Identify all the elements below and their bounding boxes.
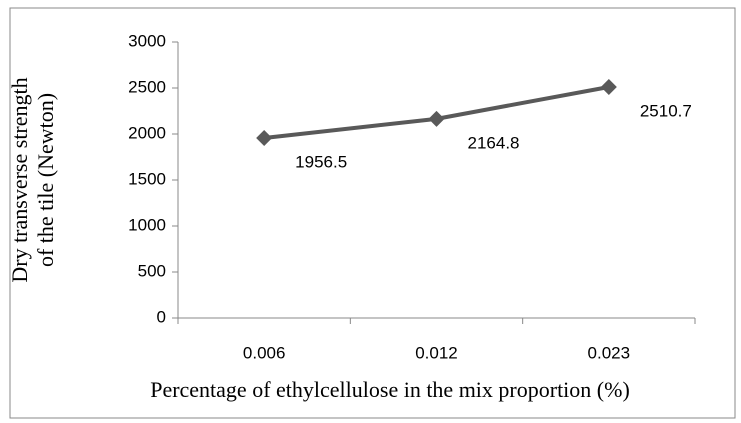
chart-frame (9, 7, 736, 419)
y-axis-title-line: of the tile (Newton) (33, 93, 58, 267)
y-axis-title: Dry transverse strength of the tile (New… (7, 77, 58, 282)
y-tick-label: 1000 (128, 215, 166, 234)
marker (600, 79, 617, 96)
x-tick-label: 0.012 (415, 343, 458, 362)
y-tick-label: 1500 (128, 169, 166, 188)
data-label: 1956.5 (295, 152, 347, 171)
data-label: 2164.8 (468, 133, 520, 152)
x-tick-label: 0.006 (243, 343, 286, 362)
y-tick-label: 3000 (128, 31, 166, 50)
y-axis-title-line: Dry transverse strength (7, 77, 32, 282)
y-tick-label: 2000 (128, 123, 166, 142)
x-axis-title: Percentage of ethylcellulose in the mix … (150, 377, 630, 402)
y-tick-label: 0 (157, 307, 166, 326)
x-tick-label: 0.023 (588, 343, 631, 362)
y-tick-label: 2500 (128, 77, 166, 96)
marker (256, 130, 273, 147)
y-tick-label: 500 (138, 261, 166, 280)
data-label: 2510.7 (640, 101, 692, 120)
marker (428, 110, 445, 127)
